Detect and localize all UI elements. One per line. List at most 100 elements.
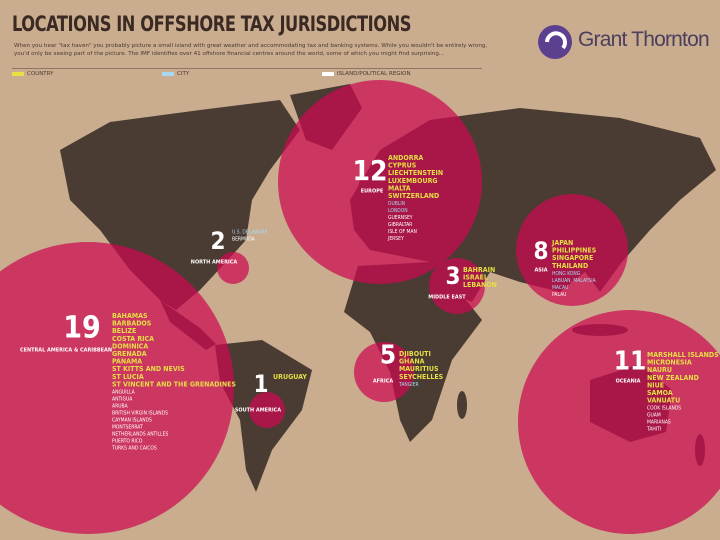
jurisdiction: LEBANON [463,281,497,289]
region-circle [516,194,628,306]
jurisdiction: DUBLIN [388,201,405,207]
jurisdiction: ST KITTS AND NEVIS [112,365,185,373]
region-count: 12 [352,154,387,187]
jurisdiction: GHANA [399,358,425,366]
title: LOCATIONS IN OFFSHORE TAX JURISDICTIONS [12,12,412,36]
jurisdiction: NEW ZEALAND [647,374,699,382]
jurisdiction: U.S. DELAWARE [232,230,268,236]
region-circle [429,258,485,314]
intro: When you hear "tax haven" you probably p… [14,43,488,57]
region-count: 5 [380,341,396,371]
legend-item: COUNTRY [12,71,54,77]
region-circle [0,242,234,534]
jurisdiction: GIBRALTAR [388,222,412,228]
region-count: 3 [445,262,460,290]
jurisdiction: COSTA RICA [112,335,154,343]
jurisdiction: PALAU [552,292,566,298]
jurisdiction: ANDORRA [388,154,423,162]
legend-item: CITY [162,71,189,77]
jurisdiction: NETHERLANDS ANTILLES [112,432,168,438]
logo-swirl [545,31,567,50]
jurisdiction: ST VINCENT AND THE GRENADINES [112,380,236,388]
legend: COUNTRY CITY ISLAND/POLITICAL REGION [12,68,482,79]
jurisdiction: ARUBA [112,404,129,410]
jurisdiction: CYPRUS [388,162,417,170]
logo-circle [538,25,572,59]
jurisdiction: BARBADOS [112,320,152,328]
jurisdiction: NAURU [647,366,672,374]
region-name: ASIA [534,268,547,274]
jurisdiction: GUAM [647,413,661,419]
jurisdiction: GRENADA [112,350,147,358]
region-circle [278,80,482,284]
jurisdiction: HONG KONG [552,271,581,277]
jurisdiction: PHILIPPINES [552,247,597,255]
jurisdiction: BRITISH VIRGIN ISLANDS [112,411,168,417]
region-name: OCEANIA [616,379,641,385]
legend-label: COUNTRY [27,71,54,77]
region-count: 11 [614,347,647,377]
jurisdiction: JERSEY [387,236,404,242]
legend-item: ISLAND/POLITICAL REGION [322,71,411,77]
region-circle [354,342,414,402]
north-america [60,100,300,310]
jurisdiction: LIECHTENSTEIN [388,169,443,177]
jurisdiction: SINGAPORE [552,254,593,262]
region-count: 8 [533,237,548,265]
jurisdiction: TANGIER [398,382,419,388]
jurisdiction: ISLE OF MAN [388,229,417,235]
regions: 12EUROPEANDORRACYPRUSLIECHTENSTEINLUXEMB… [0,80,720,534]
region-name: NORTH AMERICA [191,260,238,266]
jurisdiction: SEYCHELLES [399,373,444,381]
region-circle [518,310,720,534]
region-count: 1 [253,370,268,398]
jurisdiction: PANAMA [112,358,142,366]
jurisdiction: LUXEMBOURG [388,177,438,185]
jurisdiction: NIUE [647,381,664,389]
jurisdiction: COOK ISLANDS [647,406,681,412]
jurisdiction: MARSHALL ISLANDS [647,351,719,359]
jurisdiction: JAPAN [551,239,573,247]
region-count: 19 [63,311,101,346]
region-count: 2 [210,227,225,255]
jurisdiction: BAHAMAS [112,312,148,320]
jurisdiction: TURKS AND CAICOS [111,446,157,452]
jurisdiction: DJIBOUTI [399,350,431,358]
jurisdiction: SAMOA [647,389,673,397]
region-name: MIDDLE EAST [428,295,466,301]
jurisdiction: PUERTO RICO [112,439,143,445]
jurisdiction: GUERNSEY [388,215,413,221]
jurisdiction: LABUAN, MALAYSIA [552,278,597,284]
jurisdiction: ANGUILLA [112,390,136,396]
legend-swatch [12,71,24,76]
region-circle [217,252,249,284]
logo-text: Grant Thornton [578,28,710,51]
jurisdiction: URUGUAY [273,373,307,381]
logo-mark [538,25,572,59]
jurisdiction: ISRAEL [463,274,488,282]
legend-swatch [162,71,174,76]
region-name: EUROPE [361,189,384,195]
jurisdiction: ST LUCIA [112,373,144,381]
jurisdiction: ANTIGUA [112,397,133,403]
jurisdiction: BERMUDA [232,237,256,243]
jurisdiction: DOMINICA [112,342,148,350]
jurisdiction: THAILAND [552,262,588,270]
region-name: SOUTH AMERICA [235,408,281,414]
legend-label: CITY [177,71,190,77]
jurisdiction: CAYMAN ISLANDS [112,418,152,424]
region-name: CENTRAL AMERICA & CARIBBEAN [20,348,112,354]
jurisdiction: MICRONESIA [647,359,692,367]
jurisdiction: SWITZERLAND [388,192,439,200]
jurisdiction: BELIZE [112,327,136,335]
jurisdiction: TAHITI [646,427,661,433]
region-circle [249,392,285,428]
jurisdiction: VANUATU [647,397,680,405]
jurisdiction: LONDON [388,208,408,214]
region-name: AFRICA [373,379,393,385]
jurisdiction: MARIANAS [647,420,671,426]
madagascar [457,391,467,419]
legend-label: ISLAND/POLITICAL REGION [337,71,411,77]
